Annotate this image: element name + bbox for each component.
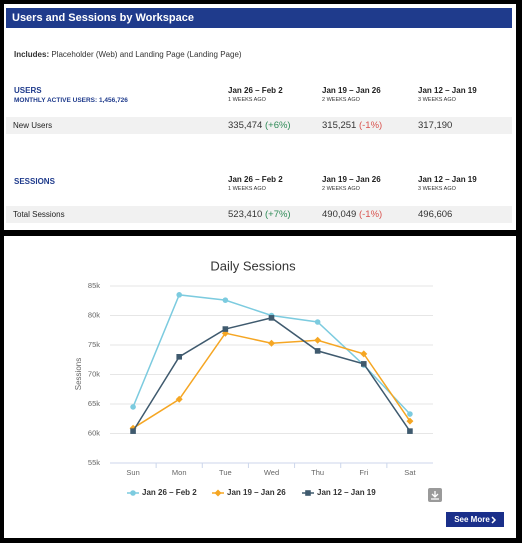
summary-panel: Users and Sessions by Workspace Includes… (4, 4, 516, 230)
y-tick-label: 55k (88, 458, 100, 467)
legend-marker (214, 489, 222, 497)
see-more-button[interactable] (446, 512, 504, 527)
data-point (407, 428, 413, 434)
column-ago: 2 WEEKS AGO (322, 186, 360, 192)
chart-title: Daily Sessions (210, 258, 296, 273)
y-axis-label: Sessions (74, 358, 83, 390)
cell-value: 523,410 (228, 209, 263, 220)
column-ago: 1 WEEKS AGO (228, 97, 266, 103)
see-more-label: See More (454, 515, 490, 524)
y-tick-label: 70k (88, 369, 100, 378)
y-tick-label: 75k (88, 340, 100, 349)
y-tick-label: 80k (88, 310, 100, 319)
header-bar (6, 8, 512, 28)
row-cell: 523,410 (+7%) (228, 209, 291, 220)
data-point (222, 297, 229, 303)
cell-change: (-1%) (358, 120, 383, 131)
column-period: Jan 12 – Jan 19 (418, 86, 477, 95)
data-point (130, 404, 136, 410)
data-point (360, 350, 368, 358)
row-cell: 317,190 (418, 120, 452, 131)
x-tick-label: Fri (359, 468, 368, 477)
series-line (132, 332, 411, 429)
cell-value: 496,606 (418, 209, 453, 220)
legend-label: Jan 12 – Jan 19 (317, 488, 376, 497)
includes: Includes: Placeholder (Web) and Landing … (14, 50, 242, 59)
section-title: USERS (14, 86, 42, 95)
chart: Daily Sessions Sessions See More 55k 60k 6… (74, 258, 504, 527)
data-point (130, 428, 136, 434)
cell-value: 317,190 (418, 120, 453, 131)
data-point (314, 319, 321, 325)
column-period: Jan 19 – Jan 26 (322, 175, 381, 184)
y-tick-label: 65k (88, 399, 100, 408)
data-point (314, 348, 321, 354)
row-cell: 496,606 (418, 209, 452, 220)
section-subtitle: MONTHLY ACTIVE USERS: 1,456,726 (14, 97, 128, 104)
download-icon (431, 491, 439, 500)
row-cell: 490,049 (-1%) (322, 209, 382, 220)
x-tick-label: Sat (404, 468, 416, 477)
column-ago: 1 WEEKS AGO (228, 186, 266, 192)
column-period: Jan 12 – Jan 19 (418, 175, 477, 184)
y-tick-label: 60k (88, 428, 100, 437)
cell-value: 335,474 (228, 120, 263, 131)
includes-text: Placeholder (Web) and Landing Page (Land… (51, 50, 242, 59)
row-cell: 335,474 (+6%) (228, 120, 291, 131)
chart-group: Daily Sessions Sessions See More 55k 60k 6… (74, 258, 504, 527)
column-period: Jan 19 – Jan 26 (322, 86, 381, 95)
column-period: Jan 26 – Feb 2 (228, 175, 283, 184)
data-point (407, 411, 413, 417)
x-tick-label: Wed (264, 468, 279, 477)
column-ago: 3 WEEKS AGO (418, 97, 456, 103)
see-more-chevron (491, 516, 497, 524)
data-point (222, 326, 229, 332)
cell-change: (+6%) (264, 120, 291, 131)
column-ago: 3 WEEKS AGO (418, 186, 456, 192)
column-period: Jan 26 – Feb 2 (228, 86, 283, 95)
row-cell: 315,251 (-1%) (322, 120, 382, 131)
includes-label: Includes: (14, 50, 50, 59)
cell-change: (-1%) (358, 209, 383, 220)
x-tick-label: Thu (311, 468, 324, 477)
data-point (314, 336, 322, 344)
column-ago: 2 WEEKS AGO (322, 97, 360, 103)
legend-label: Jan 19 – Jan 26 (227, 488, 286, 497)
legend-label: Jan 26 – Feb 2 (142, 488, 197, 497)
legend-marker (130, 490, 136, 496)
data-point (268, 339, 275, 347)
row-label: New Users (13, 121, 53, 130)
header-title: Users and Sessions by Workspace (12, 12, 194, 24)
row-band (6, 117, 512, 134)
cell-value: 315,251 (322, 120, 357, 131)
data-point (360, 361, 367, 367)
data-point (406, 417, 414, 425)
row-band (6, 206, 512, 223)
data-point (176, 354, 183, 360)
x-tick-label: Tue (219, 468, 232, 477)
x-tick-label: Mon (172, 468, 187, 477)
cell-value: 490,049 (322, 209, 357, 220)
x-tick-label: Sun (126, 468, 139, 477)
data-point (175, 395, 183, 403)
row-label: Total Sessions (13, 210, 65, 219)
section-title: SESSIONS (14, 177, 55, 186)
legend-marker (305, 490, 311, 496)
data-point (176, 292, 183, 298)
data-point (268, 315, 275, 321)
cell-change: (+7%) (264, 209, 291, 220)
y-tick-label: 85k (88, 281, 100, 290)
